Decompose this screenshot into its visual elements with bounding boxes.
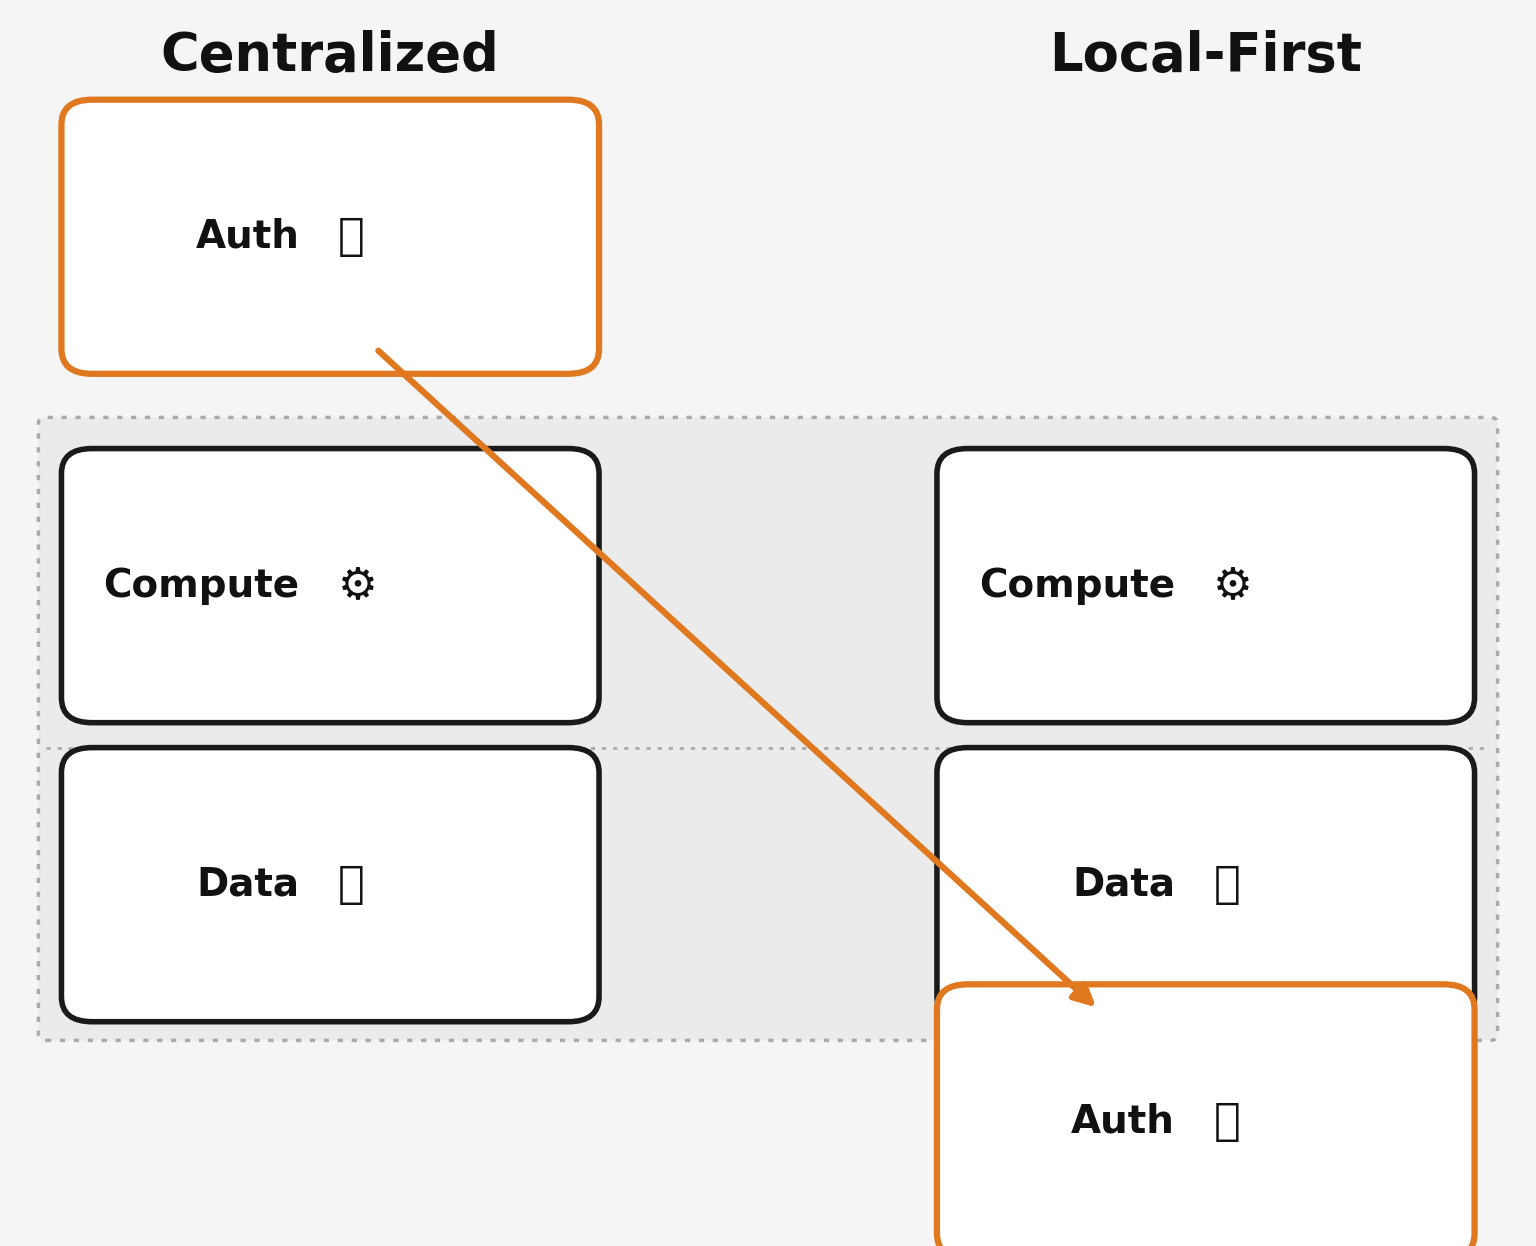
FancyBboxPatch shape xyxy=(937,748,1475,1022)
FancyBboxPatch shape xyxy=(38,417,1498,1040)
Text: 💾: 💾 xyxy=(338,863,364,906)
Text: Auth: Auth xyxy=(195,218,300,255)
Text: ⚙️: ⚙️ xyxy=(1213,564,1253,607)
Text: 💾: 💾 xyxy=(1213,863,1240,906)
FancyBboxPatch shape xyxy=(61,100,599,374)
Text: Local-First: Local-First xyxy=(1049,30,1362,82)
Text: Data: Data xyxy=(1072,866,1175,903)
Text: Data: Data xyxy=(197,866,300,903)
Text: Compute: Compute xyxy=(103,567,300,604)
FancyBboxPatch shape xyxy=(61,449,599,723)
Text: Centralized: Centralized xyxy=(161,30,499,82)
FancyBboxPatch shape xyxy=(61,748,599,1022)
Text: Compute: Compute xyxy=(978,567,1175,604)
Text: ⚙️: ⚙️ xyxy=(338,564,378,607)
Text: 🔒: 🔒 xyxy=(1213,1100,1240,1143)
FancyBboxPatch shape xyxy=(937,984,1475,1246)
FancyBboxPatch shape xyxy=(937,449,1475,723)
Text: 💂: 💂 xyxy=(338,216,364,258)
Text: Auth: Auth xyxy=(1071,1103,1175,1140)
